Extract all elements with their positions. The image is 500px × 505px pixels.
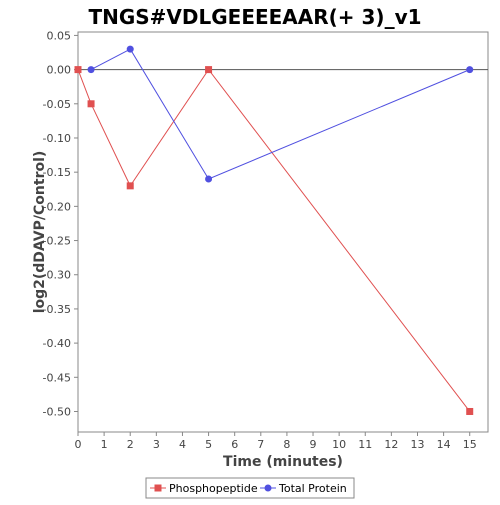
x-tick-label: 12 [384,438,398,451]
y-tick-label: -0.10 [43,132,71,145]
series-2-point [466,66,474,74]
x-axis: 0 1 2 3 4 5 6 7 8 9 10 11 12 13 14 15 [75,432,477,451]
plot-area [77,31,489,433]
y-tick-label: 0.05 [47,29,72,42]
y-tick-label: 0.00 [47,64,72,77]
series-1-point [74,66,82,74]
legend-label: Total Protein [278,482,347,495]
y-tick-label: -0.45 [43,371,71,384]
x-tick-label: 9 [310,438,317,451]
x-tick-label: 5 [205,438,212,451]
series-2-point [126,45,134,53]
series-line-2 [90,48,470,180]
y-axis-label: log2(dDAVP/Control) [32,151,48,314]
x-tick-label: 6 [231,438,238,451]
series-1-point [126,182,134,190]
legend-swatch-marker [154,484,162,492]
series-1-point [205,66,213,74]
series-1-point [466,407,474,415]
series-2-point [87,66,95,74]
x-tick-label: 1 [101,438,108,451]
legend-swatch-marker [264,484,272,492]
y-tick-label: -0.25 [43,235,71,248]
series-2-point [205,175,213,183]
x-tick-label: 11 [358,438,372,451]
y-tick-label: -0.40 [43,337,71,350]
series-layer [74,45,474,415]
y-tick-label: -0.50 [43,405,71,418]
x-tick-label: 3 [153,438,160,451]
x-tick-label: 10 [332,438,346,451]
legend: Phosphopeptide Total Protein [145,477,355,499]
y-tick-label: -0.30 [43,269,71,282]
y-tick-label: -0.15 [43,166,71,179]
x-tick-label: 13 [410,438,424,451]
series-1-point [87,100,95,108]
x-tick-label: 4 [179,438,186,451]
x-tick-label: 8 [283,438,290,451]
y-tick-label: -0.20 [43,200,71,213]
chart-title: TNGS#VDLGEEEEAAR(+ 3)_v1 [88,5,421,29]
legend-box [145,477,355,499]
x-tick-label: 7 [257,438,264,451]
y-tick-label: -0.05 [43,98,71,111]
y-tick-label: -0.35 [43,303,71,316]
y-axis: 0.05 0.00 -0.05 -0.10 -0.15 -0.20 -0.25 -0.30 -0… [43,29,78,418]
x-axis-label: Time (minutes) [223,454,343,470]
x-tick-label: 15 [463,438,477,451]
legend-label: Phosphopeptide [169,482,258,495]
x-tick-label: 14 [437,438,451,451]
x-tick-label: 0 [75,438,82,451]
x-tick-label: 2 [127,438,134,451]
